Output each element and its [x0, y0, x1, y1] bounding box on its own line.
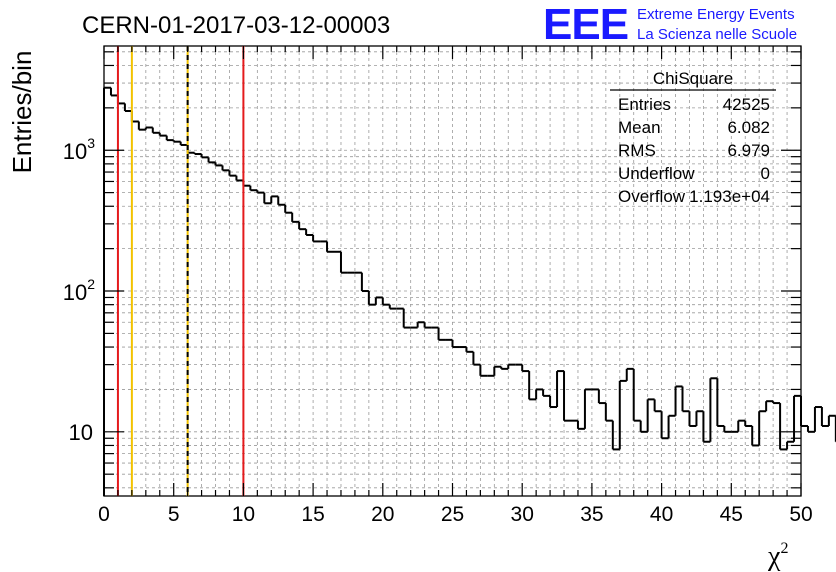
x-tick-label: 20: [371, 503, 394, 526]
threshold-lines: [116, 46, 245, 496]
x-tick-label: 35: [580, 503, 603, 526]
y-tick-exponent: 2: [87, 276, 95, 292]
stats-value: 6.979: [727, 141, 770, 160]
y-axis-label: Entries/bin: [7, 51, 37, 174]
x-tick-label: 5: [168, 503, 180, 526]
x-tick-label: 25: [441, 503, 464, 526]
y-tick-exponent: 3: [87, 135, 95, 151]
stats-box: ChiSquare Entries 42525 Mean 6.082 RMS 6.979 U…: [610, 69, 776, 206]
y-tick-base: 10: [63, 280, 87, 305]
x-tick-label: 40: [650, 503, 673, 526]
x-tick-label: 10: [232, 503, 255, 526]
logo-subtitle-1: Extreme Energy Events: [637, 6, 795, 23]
stats-label: Mean: [618, 118, 661, 137]
eee-logo-text: EEE: [543, 0, 628, 49]
stats-label: RMS: [618, 141, 656, 160]
stats-label: Entries: [618, 95, 671, 114]
stats-label: Underflow: [618, 164, 695, 183]
axis-ticks: [103, 46, 802, 496]
histogram-series: [103, 86, 836, 496]
stats-value: 42525: [723, 95, 770, 114]
y-tick-label: 102: [63, 276, 95, 305]
stats-label: Overflow: [618, 187, 686, 206]
y-tick-base: 10: [63, 139, 87, 164]
eee-logo: EEE Extreme Energy Events La Scienza nel…: [543, 0, 797, 49]
stats-value: 1.193e+04: [689, 187, 770, 206]
stats-value: 6.082: [727, 118, 770, 137]
x-tick-label: 30: [511, 503, 534, 526]
x-tick-label: 45: [720, 503, 743, 526]
stats-rows: Entries 42525 Mean 6.082 RMS 6.979 Underflow 0 O…: [618, 95, 770, 206]
stats-title: ChiSquare: [653, 69, 733, 88]
chart-title: CERN-01-2017-03-12-00003: [82, 12, 390, 39]
x-tick-labels: 0 5 10 15 20 25 30 35 40 45 50: [98, 503, 813, 526]
grid-lines: [104, 46, 801, 496]
logo-subtitle-2: La Scienza nelle Scuole: [637, 26, 797, 43]
x-tick-label: 50: [789, 503, 812, 526]
x-tick-label: 0: [98, 503, 110, 526]
x-tick-label: 15: [301, 503, 324, 526]
y-tick-label: 10: [69, 420, 93, 445]
x-axis-label: χ2: [767, 540, 788, 572]
y-tick-label: 103: [63, 135, 95, 164]
stats-value: 0: [761, 164, 770, 183]
